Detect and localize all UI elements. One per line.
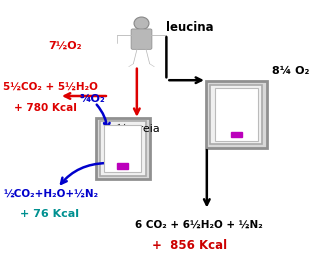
Bar [210, 85, 262, 144]
Text: +  856 Kcal: + 856 Kcal [152, 239, 228, 252]
Bar [215, 88, 258, 140]
Bar [118, 163, 128, 169]
Circle shape [134, 17, 149, 30]
FancyBboxPatch shape [131, 29, 152, 49]
Bar [231, 132, 242, 137]
Bar [100, 122, 146, 176]
Text: leucina: leucina [166, 21, 214, 34]
Text: 8¼ O₂: 8¼ O₂ [272, 66, 309, 76]
Text: + 780 Kcal: + 780 Kcal [14, 103, 77, 113]
Text: ½ ureia: ½ ureia [117, 124, 159, 134]
Text: 5½CO₂ + 5½H₂O: 5½CO₂ + 5½H₂O [3, 82, 98, 92]
Text: ¾O₂: ¾O₂ [79, 94, 105, 104]
Bar [206, 81, 267, 148]
Text: 6 CO₂ + 6½H₂O + ½N₂: 6 CO₂ + 6½H₂O + ½N₂ [135, 220, 263, 230]
Text: ½CO₂+H₂O+½N₂: ½CO₂+H₂O+½N₂ [3, 188, 98, 198]
Bar [104, 125, 141, 172]
Text: + 76 Kcal: + 76 Kcal [20, 209, 79, 219]
Text: 7½O₂: 7½O₂ [48, 41, 82, 51]
Bar [96, 118, 150, 179]
